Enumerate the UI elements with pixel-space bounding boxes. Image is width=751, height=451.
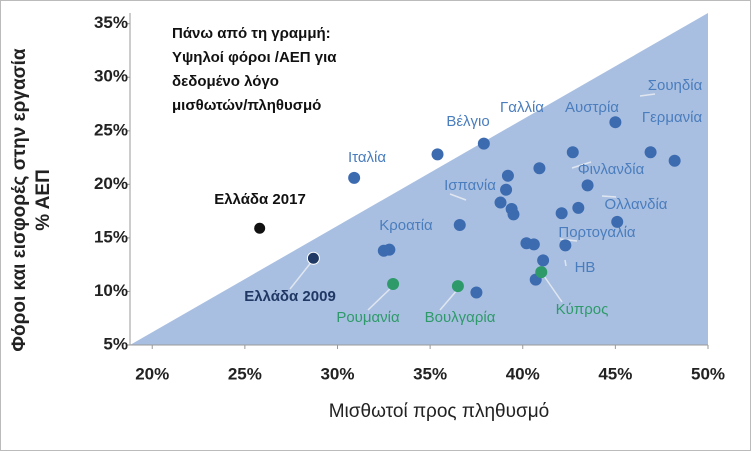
point [507,208,520,221]
point-label: Γαλλία [500,99,544,116]
point-label: Κύπρος [556,301,609,318]
x-tick-label: 30% [320,364,354,383]
point-label: Βέλγιο [446,113,489,130]
shaded-region [130,13,708,345]
x-tick-label: 45% [598,364,632,383]
point-label: Ρουμανία [336,309,400,326]
y-tick-label: 10% [94,281,128,300]
point [348,171,361,184]
point [609,116,622,129]
point [306,251,320,265]
point [253,221,267,235]
point [668,154,681,167]
point [566,146,579,159]
point-label: Ελλάδα 2009 [244,288,336,305]
x-tick-label: 20% [135,364,169,383]
y-tick-label: 5% [103,334,128,353]
x-axis-title: Μισθωτοί προς πληθυσμό [329,401,550,422]
annotation: μισθωτών/πληθυσμό [172,97,321,114]
annotation: Υψηλοί φόροι /ΑΕΠ για [172,49,337,66]
leader-line [571,161,592,169]
point [611,215,624,228]
point-label: Σουηδία [648,77,703,94]
point-label: Βουλγαρία [425,309,496,326]
x-tick-label: 40% [506,364,540,383]
point [537,254,550,267]
point [555,207,568,220]
annotation: δεδομένο λόγο [172,73,279,90]
y-axis-title: % ΑΕΠ [33,169,54,231]
point [535,266,548,279]
x-tick-label: 50% [691,364,725,383]
x-tick-label: 35% [413,364,447,383]
point [453,219,466,232]
point-label: Ιταλία [348,149,386,166]
point [581,179,594,192]
leader-line [601,195,617,198]
y-axis-title: Φόροι και εισφορές στην εργασία [9,48,30,352]
leader-line [449,193,467,201]
point-label: Ελλάδα 2017 [214,191,306,208]
point [533,162,546,175]
x-tick-label: 25% [228,364,262,383]
leader-line [559,238,578,242]
point-label: Ολλανδία [605,196,668,213]
point [644,146,657,159]
point-label: Φινλανδία [578,161,645,178]
y-tick-label: 20% [94,174,128,193]
point [431,148,444,161]
leader-line [439,288,459,311]
point [377,244,390,257]
leader-line [367,285,394,311]
point-label: Γερμανία [642,109,703,126]
point-label: ΗΒ [575,259,596,276]
point-label: Ισπανία [444,177,496,194]
leader-line [289,259,314,290]
point [494,196,507,209]
point [477,137,490,150]
y-tick-label: 30% [94,67,128,86]
point [470,286,483,299]
point [572,201,585,214]
point [387,277,400,290]
y-tick-label: 15% [94,227,128,246]
annotation: Πάνω από τη γραμμή: [172,25,331,42]
leader-line [639,93,656,97]
point [501,169,514,182]
point [451,280,464,293]
y-tick-label: 25% [94,120,128,139]
point-label: Κροατία [379,217,433,234]
y-tick-label: 35% [94,13,128,32]
point [559,239,572,252]
point [520,237,533,250]
point-label: Πορτογαλία [558,224,636,241]
point-label: Αυστρία [565,99,619,116]
leader-line [543,275,563,303]
point [500,183,513,196]
leader-line [564,259,567,267]
